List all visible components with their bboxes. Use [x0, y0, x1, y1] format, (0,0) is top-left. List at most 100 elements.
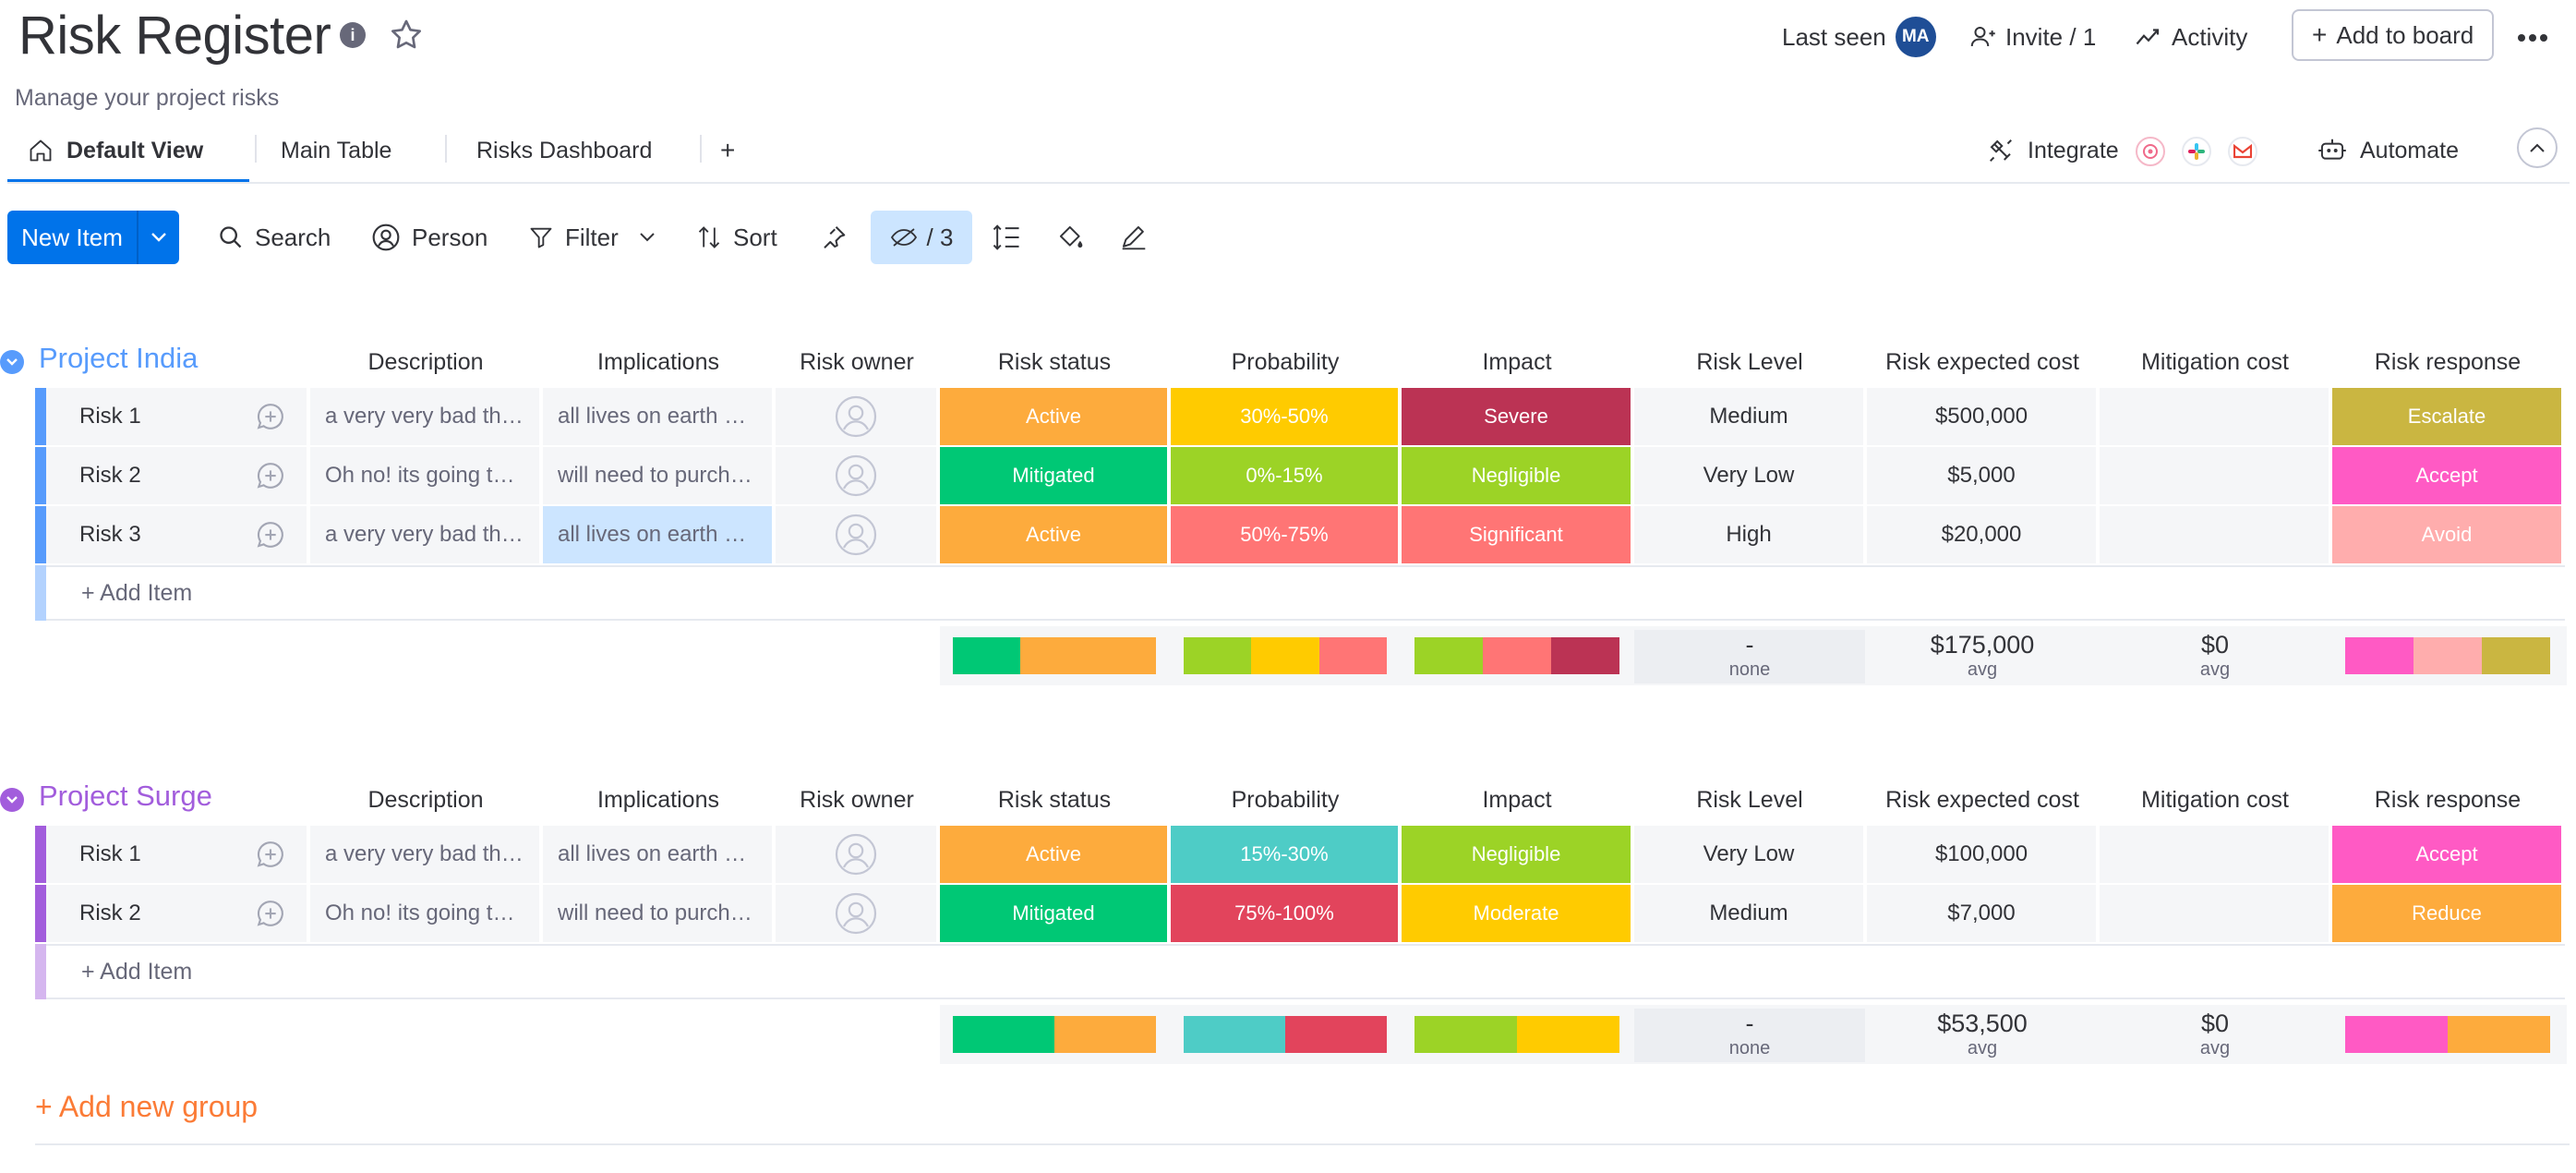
chevron-down-icon[interactable]	[639, 232, 656, 243]
column-header[interactable]: Mitigation cost	[2141, 786, 2289, 813]
risk-level-cell[interactable]: Medium	[1634, 388, 1865, 445]
response-summary-bar[interactable]	[2345, 637, 2550, 674]
column-header[interactable]: Implications	[597, 348, 719, 375]
item-name-cell[interactable]: Risk 3	[46, 506, 308, 563]
item-name[interactable]: Risk 1	[79, 841, 141, 866]
expected-cost-cell[interactable]: $500,000	[1867, 388, 2098, 445]
risk-level-summary[interactable]: - none	[1634, 1009, 1865, 1062]
tab-default-view[interactable]: Default View	[28, 129, 203, 172]
risk-level-cell[interactable]: High	[1634, 506, 1865, 563]
column-header[interactable]: Risk status	[997, 786, 1112, 813]
person-placeholder-icon[interactable]	[834, 394, 878, 439]
expected-cost-cell[interactable]: $7,000	[1867, 885, 2098, 942]
pin-button[interactable]	[820, 211, 848, 264]
risk-response-cell[interactable]: Reduce	[2332, 885, 2563, 942]
item-name-cell[interactable]: Risk 2	[46, 885, 308, 942]
person-filter-button[interactable]: Person	[371, 211, 488, 264]
risk-level-cell[interactable]: Very Low	[1634, 447, 1865, 504]
add-update-icon[interactable]	[255, 460, 286, 491]
probability-cell[interactable]: 0%-15%	[1171, 447, 1400, 504]
probability-cell[interactable]: 75%-100%	[1171, 885, 1400, 942]
column-header[interactable]: Risk expected cost	[1885, 348, 2079, 375]
implications-cell[interactable]: all lives on earth wil…	[543, 826, 774, 883]
probability-summary-bar[interactable]	[1184, 1016, 1387, 1053]
risk-status-cell[interactable]: Active	[940, 506, 1169, 563]
risk-owner-cell[interactable]	[776, 447, 938, 504]
impact-summary-bar[interactable]	[1414, 1016, 1619, 1053]
tab-risks-dashboard[interactable]: Risks Dashboard	[476, 129, 652, 172]
mitigation-cost-cell[interactable]	[2100, 506, 2330, 563]
impact-cell[interactable]: Negligible	[1402, 826, 1632, 883]
mitigation-cost-summary[interactable]: $0 avg	[2100, 1009, 2330, 1062]
description-cell[interactable]: a very very bad thin…	[310, 506, 541, 563]
column-header[interactable]: Risk expected cost	[1885, 786, 2079, 813]
add-update-icon[interactable]	[255, 898, 286, 929]
activity-button[interactable]: Activity	[2135, 13, 2247, 61]
status-summary-bar[interactable]	[953, 637, 1156, 674]
implications-cell[interactable]: all lives on earth wil…	[543, 506, 774, 563]
star-icon[interactable]	[388, 17, 425, 54]
column-header[interactable]: Impact	[1482, 348, 1552, 375]
mitigation-cost-cell[interactable]	[2100, 388, 2330, 445]
status-summary-bar[interactable]	[953, 1016, 1156, 1053]
probability-summary-bar[interactable]	[1184, 637, 1387, 674]
risk-level-cell[interactable]: Medium	[1634, 885, 1865, 942]
item-name[interactable]: Risk 2	[79, 901, 141, 925]
risk-owner-cell[interactable]	[776, 885, 938, 942]
group-collapse-toggle[interactable]	[0, 350, 24, 374]
person-placeholder-icon[interactable]	[834, 891, 878, 936]
more-options-icon[interactable]	[2510, 15, 2556, 61]
risk-status-cell[interactable]: Mitigated	[940, 447, 1169, 504]
color-button[interactable]	[1056, 211, 1086, 264]
person-placeholder-icon[interactable]	[834, 453, 878, 498]
expected-cost-summary[interactable]: $175,000 avg	[1867, 630, 2098, 683]
impact-summary-bar[interactable]	[1414, 637, 1619, 674]
group-collapse-toggle[interactable]	[0, 788, 24, 812]
group-title[interactable]: Project India	[39, 342, 199, 374]
risk-response-cell[interactable]: Avoid	[2332, 506, 2563, 563]
sort-button[interactable]: Sort	[696, 211, 777, 264]
add-item-row[interactable]: + Add Item	[46, 944, 2565, 999]
edit-button[interactable]	[1119, 211, 1149, 264]
item-name-cell[interactable]: Risk 1	[46, 826, 308, 883]
item-name[interactable]: Risk 1	[79, 404, 141, 429]
info-icon[interactable]: i	[340, 22, 366, 48]
column-header[interactable]: Implications	[597, 786, 719, 813]
invite-button[interactable]: Invite / 1	[1968, 13, 2096, 61]
column-header[interactable]: Impact	[1482, 786, 1552, 813]
person-placeholder-icon[interactable]	[834, 513, 878, 557]
impact-cell[interactable]: Moderate	[1402, 885, 1632, 942]
person-placeholder-icon[interactable]	[834, 832, 878, 877]
item-name[interactable]: Risk 2	[79, 463, 141, 488]
impact-cell[interactable]: Severe	[1402, 388, 1632, 445]
mitigation-cost-summary[interactable]: $0 avg	[2100, 630, 2330, 683]
description-cell[interactable]: Oh no! its going to …	[310, 885, 541, 942]
collapse-header-button[interactable]	[2517, 127, 2558, 168]
risk-response-cell[interactable]: Accept	[2332, 447, 2563, 504]
add-update-icon[interactable]	[255, 839, 286, 870]
probability-cell[interactable]: 15%-30%	[1171, 826, 1400, 883]
item-name[interactable]: Risk 3	[79, 522, 141, 547]
column-header[interactable]: Risk Level	[1696, 786, 1803, 813]
description-cell[interactable]: a very very bad thin…	[310, 388, 541, 445]
risk-owner-cell[interactable]	[776, 826, 938, 883]
add-update-icon[interactable]	[255, 401, 286, 432]
new-item-dropdown[interactable]	[137, 211, 179, 264]
risk-owner-cell[interactable]	[776, 506, 938, 563]
tab-main-table[interactable]: Main Table	[281, 129, 391, 172]
implications-cell[interactable]: all lives on earth wil…	[543, 388, 774, 445]
add-new-group-button[interactable]: + Add new group	[35, 1090, 259, 1123]
mitigation-cost-cell[interactable]	[2100, 826, 2330, 883]
hidden-columns-button[interactable]: / 3	[871, 211, 972, 264]
description-cell[interactable]: a very very bad thin…	[310, 826, 541, 883]
expected-cost-cell[interactable]: $20,000	[1867, 506, 2098, 563]
expected-cost-cell[interactable]: $5,000	[1867, 447, 2098, 504]
last-seen[interactable]: Last seen MA	[1782, 13, 1936, 61]
column-header[interactable]: Mitigation cost	[2141, 348, 2289, 375]
implications-cell[interactable]: will need to purcha…	[543, 447, 774, 504]
probability-cell[interactable]: 30%-50%	[1171, 388, 1400, 445]
risk-status-cell[interactable]: Mitigated	[940, 885, 1169, 942]
column-header[interactable]: Description	[367, 786, 484, 813]
search-button[interactable]: Search	[218, 211, 331, 264]
item-name-cell[interactable]: Risk 2	[46, 447, 308, 504]
